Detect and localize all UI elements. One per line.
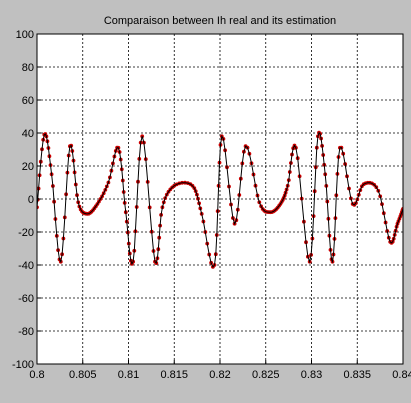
y-tick-label: -60 bbox=[18, 293, 34, 305]
x-tick-label: 0.805 bbox=[69, 369, 97, 381]
real-line bbox=[37, 131, 403, 268]
x-tick-label: 0.8 bbox=[29, 369, 44, 381]
y-tick-label: 40 bbox=[22, 128, 34, 140]
x-tick-label: 0.81 bbox=[118, 369, 139, 381]
y-tick-label: -80 bbox=[18, 326, 34, 338]
series-real bbox=[37, 131, 403, 268]
y-tick-label: 0 bbox=[28, 194, 34, 206]
x-tick-label: 0.825 bbox=[252, 369, 280, 381]
x-tick-label: 0.815 bbox=[160, 369, 188, 381]
x-tick-label: 0.835 bbox=[343, 369, 371, 381]
y-tick-label: 20 bbox=[22, 161, 34, 173]
y-tick-label: 80 bbox=[22, 62, 34, 74]
y-tick-label: -100 bbox=[12, 359, 34, 371]
y-tick-label: -40 bbox=[18, 260, 34, 272]
x-tick-label: 0.82 bbox=[209, 369, 230, 381]
chart-title: Comparaison between Ih real and its esti… bbox=[104, 15, 336, 27]
grid-lines bbox=[37, 34, 403, 364]
y-axis: 100 80 60 40 20 0 -20 -40 -60 -80 -100 bbox=[12, 29, 41, 371]
series-layer bbox=[37, 130, 403, 269]
x-tick-label: 0.84 bbox=[392, 369, 411, 381]
y-tick-label: -20 bbox=[18, 227, 34, 239]
x-axis: 0.8 0.805 0.81 0.815 0.82 0.825 0.83 0.835 0.84 bbox=[29, 360, 411, 381]
x-tick-label: 0.83 bbox=[301, 369, 322, 381]
y-tick-label: 100 bbox=[16, 29, 34, 41]
y-tick-label: 60 bbox=[22, 95, 34, 107]
